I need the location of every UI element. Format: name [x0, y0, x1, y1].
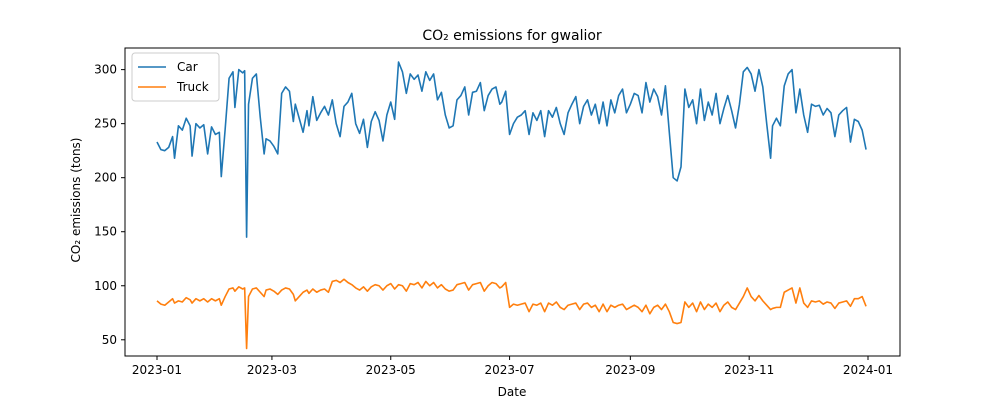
y-tick-label: 250 [94, 117, 117, 131]
y-axis: 50 100 150 200 250 300 [94, 63, 125, 347]
x-tick-label: 2023-01 [132, 363, 182, 377]
x-tick-label: 2023-09 [605, 363, 655, 377]
legend-label-car: Car [177, 60, 198, 74]
x-tick-label: 2024-01 [843, 363, 893, 377]
y-axis-label: CO₂ emissions (tons) [69, 138, 83, 263]
y-tick-label: 200 [94, 171, 117, 185]
x-tick-label: 2023-05 [366, 363, 416, 377]
x-tick-label: 2023-03 [247, 363, 297, 377]
y-tick-label: 300 [94, 63, 117, 77]
plot-area [156, 61, 867, 350]
x-tick-label: 2023-07 [485, 363, 535, 377]
axes-frame [124, 47, 901, 357]
series-line-truck [156, 278, 867, 350]
series-line-car [156, 61, 867, 238]
y-tick-label: 100 [94, 279, 117, 293]
x-axis: 2023-01 2023-03 2023-05 2023-07 2023-09 2023-… [132, 356, 893, 377]
chart-title: CO₂ emissions for gwalior [422, 28, 602, 44]
x-tick-label: 2023-11 [724, 363, 774, 377]
y-tick-label: 50 [102, 333, 117, 347]
legend-label-truck: Truck [176, 80, 209, 94]
y-tick-label: 150 [94, 225, 117, 239]
x-axis-label: Date [498, 385, 527, 399]
legend-box [131, 52, 220, 102]
legend: Car Truck [131, 52, 220, 102]
